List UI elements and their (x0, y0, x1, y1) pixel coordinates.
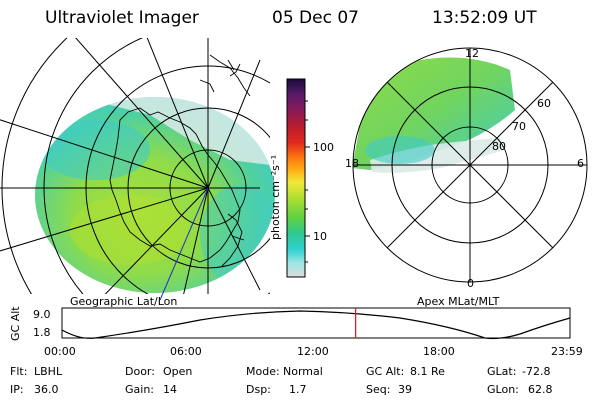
info-ip-value: 36.0 (34, 383, 59, 396)
info-gcalt-label: GC Alt: (366, 365, 405, 378)
geographic-map (0, 38, 275, 301)
mlt-label-18: 18 (345, 157, 359, 170)
mlt-label-0: 0 (467, 277, 474, 290)
info-glat-value: -72.8 (522, 365, 551, 378)
mlat-label-80: 80 (492, 140, 506, 153)
colorbar-unit: photon cm⁻²s⁻¹ (269, 154, 282, 240)
date-text: 05 Dec 07 (272, 8, 359, 28)
info-flt-value: LBHL (34, 365, 63, 378)
page-title: Ultraviolet Imager (45, 8, 199, 28)
info-seq-value: 39 (398, 383, 412, 396)
info-glon-value: 62.8 (528, 383, 553, 396)
info-mode-label: Mode: (246, 365, 280, 378)
mlt-label-6: 6 (577, 157, 584, 170)
colorbar-tick-100: 100 (313, 141, 334, 154)
mlat-label-60: 60 (537, 97, 551, 110)
info-gcalt-value: 8.1 Re (410, 365, 445, 378)
info-dsp-value: 1.7 (289, 383, 307, 396)
info-dsp-label: Dsp: (246, 383, 271, 396)
noon-meridian (159, 187, 209, 301)
colorbar-tick-10: 10 (313, 230, 327, 243)
timeline-ytick-max: 9.0 (33, 308, 51, 321)
altitude-timeline (61, 307, 571, 340)
info-ip-label: IP: (10, 383, 24, 396)
timeline-xtick: 06:00 (170, 345, 202, 358)
info-seq-label: Seq: (366, 383, 391, 396)
colorbar-gradient (286, 78, 306, 278)
timeline-xtick: 12:00 (297, 345, 329, 358)
timeline-xtick: 00:00 (44, 345, 76, 358)
mlat-label-70: 70 (512, 120, 526, 133)
info-mode-value: Normal (283, 365, 323, 378)
timeline-ylabel: GC Alt (9, 306, 22, 341)
mlt-label-12: 12 (465, 47, 479, 60)
info-glat-label: GLat: (487, 365, 517, 378)
info-gain-label: Gain: (125, 383, 154, 396)
info-door-label: Door: (125, 365, 155, 378)
info-flt-label: Flt: (10, 365, 28, 378)
timeline-xtick: 18:00 (423, 345, 455, 358)
timeline-ytick-min: 1.8 (33, 326, 51, 339)
info-door-value: Open (163, 365, 193, 378)
info-glon-label: GLon: (487, 383, 519, 396)
altitude-curve (61, 310, 571, 340)
time-text: 13:52:09 UT (432, 8, 537, 28)
timeline-xtick: 23:59 (551, 345, 583, 358)
coastline (109, 107, 241, 263)
geographic-label: Geographic Lat/Lon (70, 295, 178, 308)
apex-map (352, 47, 588, 283)
apex-label: Apex MLat/MLT (417, 295, 500, 308)
info-gain-value: 14 (163, 383, 177, 396)
colorbar (286, 78, 310, 278)
